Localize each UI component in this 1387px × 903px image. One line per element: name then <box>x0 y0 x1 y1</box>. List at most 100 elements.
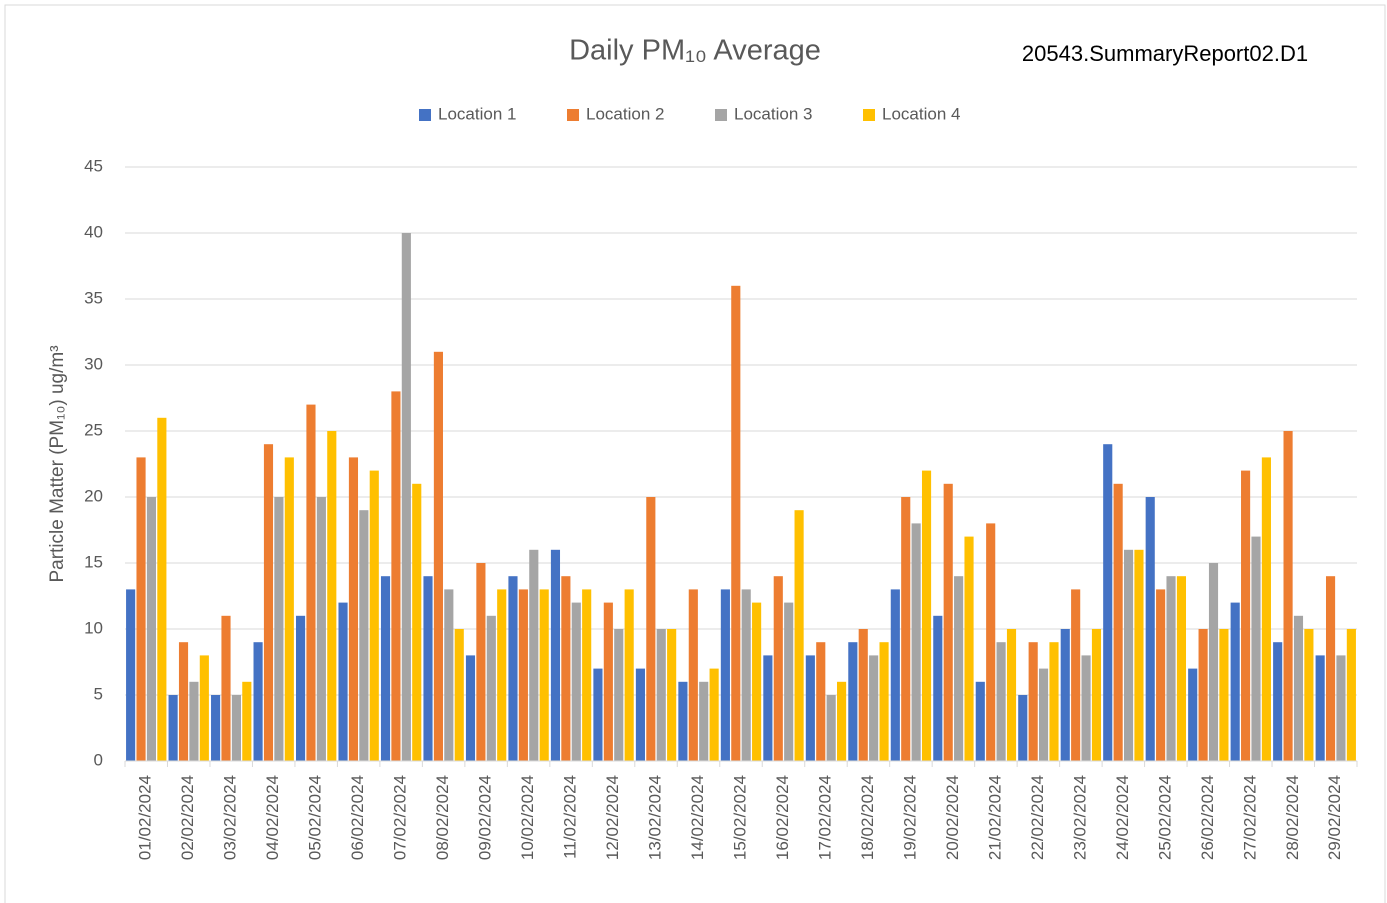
bar <box>126 589 136 761</box>
bar <box>1018 695 1028 761</box>
x-tick-label: 01/02/2024 <box>136 775 155 860</box>
x-tick-label: 06/02/2024 <box>348 775 367 860</box>
bar <box>274 497 284 761</box>
bar <box>1028 642 1038 761</box>
legend-swatch <box>419 109 431 121</box>
bar <box>1198 629 1208 761</box>
bar <box>199 655 209 761</box>
bar <box>508 576 518 761</box>
bar <box>879 642 889 761</box>
bar <box>731 285 741 761</box>
bar <box>401 233 411 761</box>
bar <box>1134 549 1144 761</box>
x-tick-label: 15/02/2024 <box>730 775 749 860</box>
bar <box>253 642 263 761</box>
legend-label: Location 1 <box>438 104 516 123</box>
bar <box>1336 655 1346 761</box>
bar <box>593 668 603 761</box>
bar <box>529 549 539 761</box>
x-tick-label: 24/02/2024 <box>1113 775 1132 860</box>
bar <box>465 655 476 761</box>
x-tick-label: 16/02/2024 <box>773 775 792 860</box>
bar <box>136 457 146 761</box>
x-tick-label: 17/02/2024 <box>815 775 834 860</box>
bar <box>338 602 348 761</box>
bar <box>146 497 157 761</box>
bar <box>996 642 1006 761</box>
x-tick-label: 23/02/2024 <box>1070 775 1089 860</box>
bar <box>688 589 698 761</box>
bar <box>1251 536 1261 761</box>
legend-swatch <box>863 109 875 121</box>
y-tick-label: 45 <box>84 156 103 175</box>
bar <box>518 589 528 761</box>
x-tick-label: 12/02/2024 <box>603 775 622 860</box>
bar <box>858 629 868 761</box>
x-tick-label: 22/02/2024 <box>1028 775 1047 860</box>
bar <box>1123 549 1134 761</box>
bar <box>242 681 252 761</box>
bar <box>784 602 794 761</box>
bar <box>1113 483 1123 761</box>
bar <box>1166 576 1176 761</box>
x-tick-label: 03/02/2024 <box>221 775 240 860</box>
bar <box>327 431 337 761</box>
legend-swatch <box>715 109 727 121</box>
x-tick-label: 07/02/2024 <box>391 775 410 860</box>
x-tick-label: 05/02/2024 <box>306 775 325 860</box>
bar <box>412 483 422 761</box>
bar <box>157 417 167 761</box>
bar <box>561 576 571 761</box>
chart-frame <box>4 4 1386 903</box>
bar <box>921 470 932 761</box>
y-tick-label: 5 <box>94 684 103 703</box>
bar <box>1176 576 1187 761</box>
bar <box>1261 457 1271 761</box>
x-tick-label: 28/02/2024 <box>1283 775 1302 860</box>
legend-label: Location 4 <box>882 104 960 123</box>
bar <box>168 695 178 761</box>
x-tick-label: 04/02/2024 <box>263 775 282 860</box>
bar <box>1273 642 1283 761</box>
bar <box>189 681 199 761</box>
bar <box>178 642 189 761</box>
y-tick-label: 35 <box>84 288 103 307</box>
x-tick-label: 25/02/2024 <box>1155 775 1174 860</box>
bar <box>699 681 709 761</box>
x-tick-label: 18/02/2024 <box>858 775 877 860</box>
bar <box>773 576 783 761</box>
bar <box>1071 589 1081 761</box>
x-tick-label: 21/02/2024 <box>985 775 1004 860</box>
bar <box>1145 497 1155 761</box>
y-axis-label: Particle Matter (PM₁₀) ug/m³ <box>47 345 68 582</box>
x-tick-label: 14/02/2024 <box>688 775 707 860</box>
bar <box>614 629 624 761</box>
bar <box>454 629 464 761</box>
bar <box>211 695 221 761</box>
y-tick-label: 40 <box>84 222 103 241</box>
x-tick-label: 29/02/2024 <box>1325 775 1344 860</box>
bar <box>709 668 719 761</box>
x-tick-label: 26/02/2024 <box>1198 775 1217 860</box>
bar <box>1325 576 1336 761</box>
annotation: 20543.SummaryReport02.D1 <box>1022 41 1308 66</box>
bar <box>901 497 911 761</box>
bar <box>678 681 688 761</box>
bar <box>805 655 815 761</box>
y-tick-label: 30 <box>84 354 103 373</box>
legend-label: Location 2 <box>586 104 664 123</box>
bar <box>975 681 985 761</box>
bar <box>667 629 677 761</box>
bar <box>1315 655 1325 761</box>
bar <box>1039 668 1049 761</box>
bar <box>603 602 613 761</box>
bar <box>1049 642 1059 761</box>
bar <box>1241 470 1251 761</box>
bar <box>1091 629 1102 761</box>
bar <box>1103 444 1113 761</box>
bar <box>635 668 645 761</box>
bar <box>933 615 943 761</box>
bar <box>656 629 666 761</box>
chart-title: Daily PM₁₀ Average <box>569 35 821 67</box>
